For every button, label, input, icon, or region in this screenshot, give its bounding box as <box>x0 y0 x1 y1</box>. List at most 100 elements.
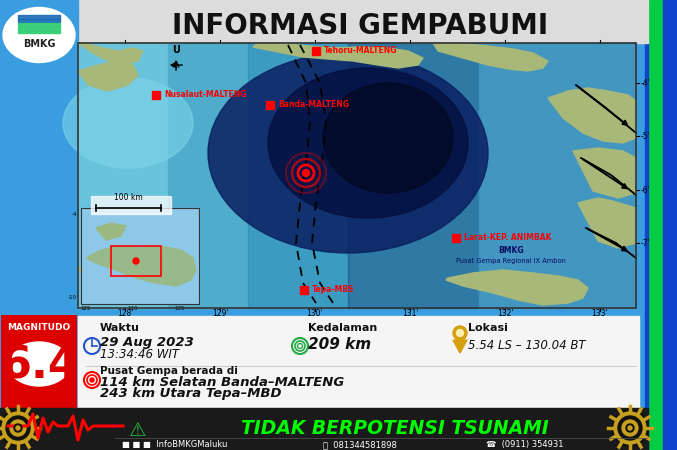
Bar <box>312 47 320 55</box>
Circle shape <box>628 426 632 430</box>
Bar <box>152 91 160 99</box>
Text: -6': -6' <box>641 186 651 195</box>
Polygon shape <box>548 88 636 143</box>
Bar <box>0 0 648 43</box>
Bar <box>18 23 60 26</box>
Text: 128': 128' <box>117 309 133 318</box>
Bar <box>0 0 78 75</box>
Text: 29 Aug 2023: 29 Aug 2023 <box>100 336 194 349</box>
Text: U: U <box>172 45 180 55</box>
Polygon shape <box>78 43 143 65</box>
Text: ■ ■ ■  InfoBMKGMaluku: ■ ■ ■ InfoBMKGMaluku <box>123 441 227 450</box>
Ellipse shape <box>63 78 193 168</box>
Text: Pusat Gempa Regional IX Ambon: Pusat Gempa Regional IX Ambon <box>456 258 566 264</box>
Text: 114 km Selatan Banda–MALTENG: 114 km Selatan Banda–MALTENG <box>100 376 344 389</box>
Bar <box>18 31 60 33</box>
Text: BMKG: BMKG <box>498 246 523 255</box>
Circle shape <box>453 326 467 340</box>
Text: Pusat Gempa berada di: Pusat Gempa berada di <box>100 366 238 376</box>
Ellipse shape <box>8 342 70 386</box>
Text: ⚠: ⚠ <box>129 420 147 440</box>
Circle shape <box>10 420 26 436</box>
Bar <box>248 43 348 308</box>
Bar <box>78 43 636 308</box>
FancyBboxPatch shape <box>1 315 77 411</box>
Polygon shape <box>96 223 126 240</box>
Text: -4: -4 <box>72 212 77 217</box>
Polygon shape <box>453 340 467 353</box>
Polygon shape <box>19 410 59 438</box>
Bar <box>645 43 648 450</box>
Text: Tepa-MBS: Tepa-MBS <box>312 285 354 294</box>
Bar <box>111 246 161 276</box>
Circle shape <box>133 258 139 264</box>
Bar <box>18 15 60 19</box>
Bar <box>300 286 308 294</box>
Bar <box>18 19 60 22</box>
Circle shape <box>16 426 20 430</box>
Polygon shape <box>253 43 423 68</box>
Text: 129': 129' <box>212 309 228 318</box>
Text: 135: 135 <box>175 306 185 311</box>
Circle shape <box>2 412 34 444</box>
Text: -7': -7' <box>641 239 651 248</box>
Circle shape <box>614 412 646 444</box>
Text: Nusalaut-MALTENG: Nusalaut-MALTENG <box>164 90 246 99</box>
Circle shape <box>90 378 94 382</box>
Text: Tehoru-MALTENG: Tehoru-MALTENG <box>324 46 397 55</box>
Bar <box>81 208 199 304</box>
Text: -10: -10 <box>68 295 77 300</box>
Bar <box>168 43 248 308</box>
Circle shape <box>622 420 638 436</box>
Text: 125: 125 <box>81 306 91 311</box>
Bar <box>663 0 677 450</box>
Bar <box>266 101 274 109</box>
Text: 100 km: 100 km <box>114 193 142 202</box>
Text: Banda-MALTENG: Banda-MALTENG <box>278 100 349 109</box>
Text: -5': -5' <box>641 132 651 141</box>
Text: 130': 130' <box>307 309 324 318</box>
Bar <box>78 43 168 308</box>
Text: -4': -4' <box>641 79 651 88</box>
Text: 243 km Utara Tepa–MBD: 243 km Utara Tepa–MBD <box>100 387 282 400</box>
Text: ⦿  081344581898: ⦿ 081344581898 <box>323 441 397 450</box>
Text: 6.4: 6.4 <box>1 345 79 387</box>
Bar <box>0 408 648 450</box>
Bar <box>452 234 460 242</box>
Text: Larat-KEP. ANIMBAK: Larat-KEP. ANIMBAK <box>464 233 551 242</box>
Bar <box>91 196 171 214</box>
Bar <box>81 208 199 304</box>
Bar <box>18 27 60 30</box>
Text: 5.54 LS – 130.04 BT: 5.54 LS – 130.04 BT <box>468 339 586 352</box>
Circle shape <box>0 410 36 446</box>
Circle shape <box>618 416 642 440</box>
Text: 131': 131' <box>401 309 418 318</box>
Text: Waktu: Waktu <box>100 323 140 333</box>
Text: INFORMASI GEMPABUMI: INFORMASI GEMPABUMI <box>172 12 548 40</box>
Text: 130: 130 <box>128 306 138 311</box>
Bar <box>648 0 663 450</box>
Text: BMKG: BMKG <box>23 39 56 49</box>
Circle shape <box>626 424 634 432</box>
Text: Lokasi: Lokasi <box>468 323 508 333</box>
Ellipse shape <box>323 83 453 193</box>
Text: TIDAK BERPOTENSI TSUNAMI: TIDAK BERPOTENSI TSUNAMI <box>241 418 549 437</box>
Polygon shape <box>446 270 588 305</box>
Bar <box>78 316 639 410</box>
Bar <box>78 43 636 308</box>
Text: 209 km: 209 km <box>308 337 371 352</box>
Text: 132': 132' <box>497 309 513 318</box>
Bar <box>478 43 636 308</box>
Ellipse shape <box>268 68 468 218</box>
Circle shape <box>14 424 22 432</box>
Text: MAGNITUDO: MAGNITUDO <box>7 324 70 333</box>
Polygon shape <box>433 43 548 71</box>
Text: Kedalaman: Kedalaman <box>308 323 377 333</box>
Ellipse shape <box>3 8 75 63</box>
Circle shape <box>612 410 648 446</box>
Text: ☎  (0911) 354931: ☎ (0911) 354931 <box>486 441 564 450</box>
Text: 133': 133' <box>592 309 609 318</box>
Ellipse shape <box>208 53 488 253</box>
Polygon shape <box>578 198 636 248</box>
Polygon shape <box>78 260 143 300</box>
